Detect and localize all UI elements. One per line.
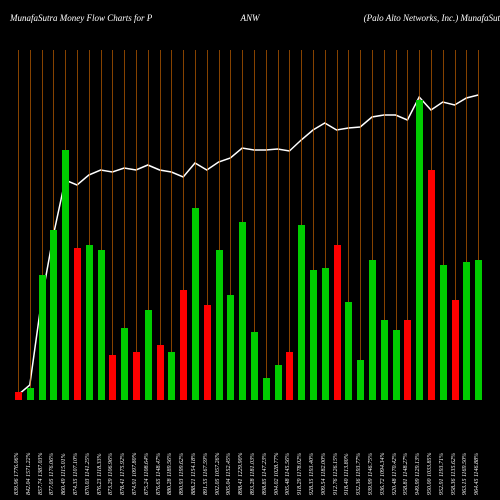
volume-bar — [121, 328, 128, 400]
x-axis-tick-label: 949.99 1129.13% — [415, 453, 421, 495]
header-right-text: (Palo Alto Networks, Inc.) MunafaSut — [364, 13, 500, 23]
x-axis-tick-label: 842.04 1571.22% — [26, 453, 32, 496]
gridline — [171, 50, 172, 400]
x-axis-tick-label: 890.93 1199.62% — [179, 453, 185, 495]
volume-bar — [27, 388, 34, 400]
volume-bar — [263, 378, 270, 400]
volume-bar — [192, 208, 199, 400]
gridline — [289, 50, 290, 400]
volume-bar — [251, 332, 258, 400]
x-axis-tick-label: 870.03 1141.25% — [85, 453, 91, 495]
x-axis-tick-label: 912.76 1126.15% — [333, 453, 339, 495]
x-axis-tick-label: 898.85 1147.23% — [262, 453, 268, 495]
x-axis-tick-label: 839.96 1776.06% — [14, 453, 20, 496]
volume-bar — [168, 352, 175, 400]
volume-bar — [74, 248, 81, 400]
volume-bar — [404, 320, 411, 400]
x-axis-tick-label: 928.35 1193.40% — [309, 453, 315, 495]
volume-bar — [145, 310, 152, 400]
x-axis-labels: 839.96 1776.06% 842.04 1571.22% 857.74 138… — [15, 405, 485, 495]
x-axis-tick-label: 875.24 1108.64% — [144, 453, 150, 495]
x-axis-tick-label: 878.41 1175.92% — [120, 453, 126, 495]
gridline — [360, 50, 361, 400]
x-axis-tick-label: 893.28 1181.03% — [250, 453, 256, 495]
x-axis-tick-label: 877.05 1176.06% — [49, 453, 55, 495]
volume-bar — [286, 352, 293, 400]
x-axis-tick-label: 918.40 1113.80% — [344, 453, 350, 495]
x-axis-tick-label: 898.41 1229.90% — [238, 453, 244, 496]
volume-bar — [133, 352, 140, 400]
header-ticker: ANW — [241, 13, 260, 23]
volume-bar — [98, 250, 105, 400]
volume-bar — [227, 295, 234, 400]
gridline — [136, 50, 137, 400]
x-axis-tick-label: 939.99 1146.75% — [368, 453, 374, 495]
x-axis-tick-label: 857.74 1387.03% — [38, 453, 44, 496]
volume-bar — [239, 222, 246, 400]
x-axis-tick-label: 909.54 1182.00% — [321, 453, 327, 495]
volume-bar — [357, 360, 364, 400]
x-axis-tick-label: 860.49 1115.01% — [61, 453, 67, 495]
x-axis-tick-label: 958.36 1135.62% — [451, 453, 457, 495]
gridline — [18, 50, 19, 400]
x-axis-tick-label: 936.72 1094.34% — [380, 453, 386, 496]
x-axis-tick-label: 873.29 1106.96% — [108, 453, 114, 495]
volume-bar — [310, 270, 317, 400]
volume-bar — [157, 345, 164, 400]
x-axis-tick-label: 874.91 1097.80% — [132, 453, 138, 496]
volume-bar — [298, 225, 305, 400]
header-left-text: MunafaSutra Money Flow Charts for P — [10, 13, 152, 23]
volume-bar — [334, 245, 341, 400]
x-axis-tick-label: 905.04 1152.45% — [226, 453, 232, 495]
x-axis-tick-label: 920.48 1170.42% — [392, 453, 398, 495]
x-axis-tick-label: 874.35 1107.10% — [73, 453, 79, 495]
x-axis-tick-label: 904.02 1028.77% — [274, 453, 280, 496]
volume-bar — [216, 250, 223, 400]
volume-bar — [322, 268, 329, 400]
x-axis-tick-label: 888.21 1154.18% — [191, 453, 197, 495]
gridline — [278, 50, 279, 400]
x-axis-tick-label: 891.55 1167.59% — [203, 453, 209, 495]
chart-header: MunafaSutra Money Flow Charts for P ANW … — [0, 8, 500, 28]
x-axis-tick-label: 963.15 1169.50% — [462, 453, 468, 495]
x-axis-tick-label: 918.29 1178.02% — [297, 453, 303, 495]
x-axis-tick-label: 932.36 1193.77% — [356, 453, 362, 495]
x-axis-tick-label: 964.45 1146.88% — [474, 453, 480, 495]
x-axis-tick-label: 880.28 1189.56% — [167, 453, 173, 495]
volume-bar — [428, 170, 435, 400]
x-axis-tick-label: 905.48 1145.56% — [285, 453, 291, 495]
volume-bar — [204, 305, 211, 400]
volume-bar — [416, 100, 423, 400]
volume-bar — [180, 290, 187, 400]
volume-bar — [475, 260, 482, 400]
volume-bar — [39, 275, 46, 400]
gridline — [266, 50, 267, 400]
volume-bar — [345, 302, 352, 400]
volume-bar — [440, 265, 447, 400]
volume-bar — [62, 150, 69, 400]
chart-plot-area — [15, 50, 485, 400]
volume-bar — [15, 392, 22, 400]
x-axis-tick-label: 876.65 1148.47% — [156, 453, 162, 495]
volume-bar — [275, 365, 282, 400]
gridline — [112, 50, 113, 400]
volume-bar — [393, 330, 400, 400]
volume-bar — [381, 320, 388, 400]
volume-bar — [369, 260, 376, 400]
gridline — [30, 50, 31, 400]
volume-bar — [50, 230, 57, 400]
volume-bar — [109, 355, 116, 400]
x-axis-tick-label: 952.91 1193.71% — [439, 453, 445, 495]
volume-bar — [463, 262, 470, 400]
x-axis-tick-label: 950.00 1033.85% — [427, 453, 433, 496]
x-axis-tick-label: 958.81 1148.27% — [403, 453, 409, 495]
x-axis-tick-label: 876.23 1118.33% — [97, 453, 103, 495]
volume-bar — [86, 245, 93, 400]
volume-bar — [452, 300, 459, 400]
x-axis-tick-label: 902.05 1057.26% — [215, 453, 221, 496]
